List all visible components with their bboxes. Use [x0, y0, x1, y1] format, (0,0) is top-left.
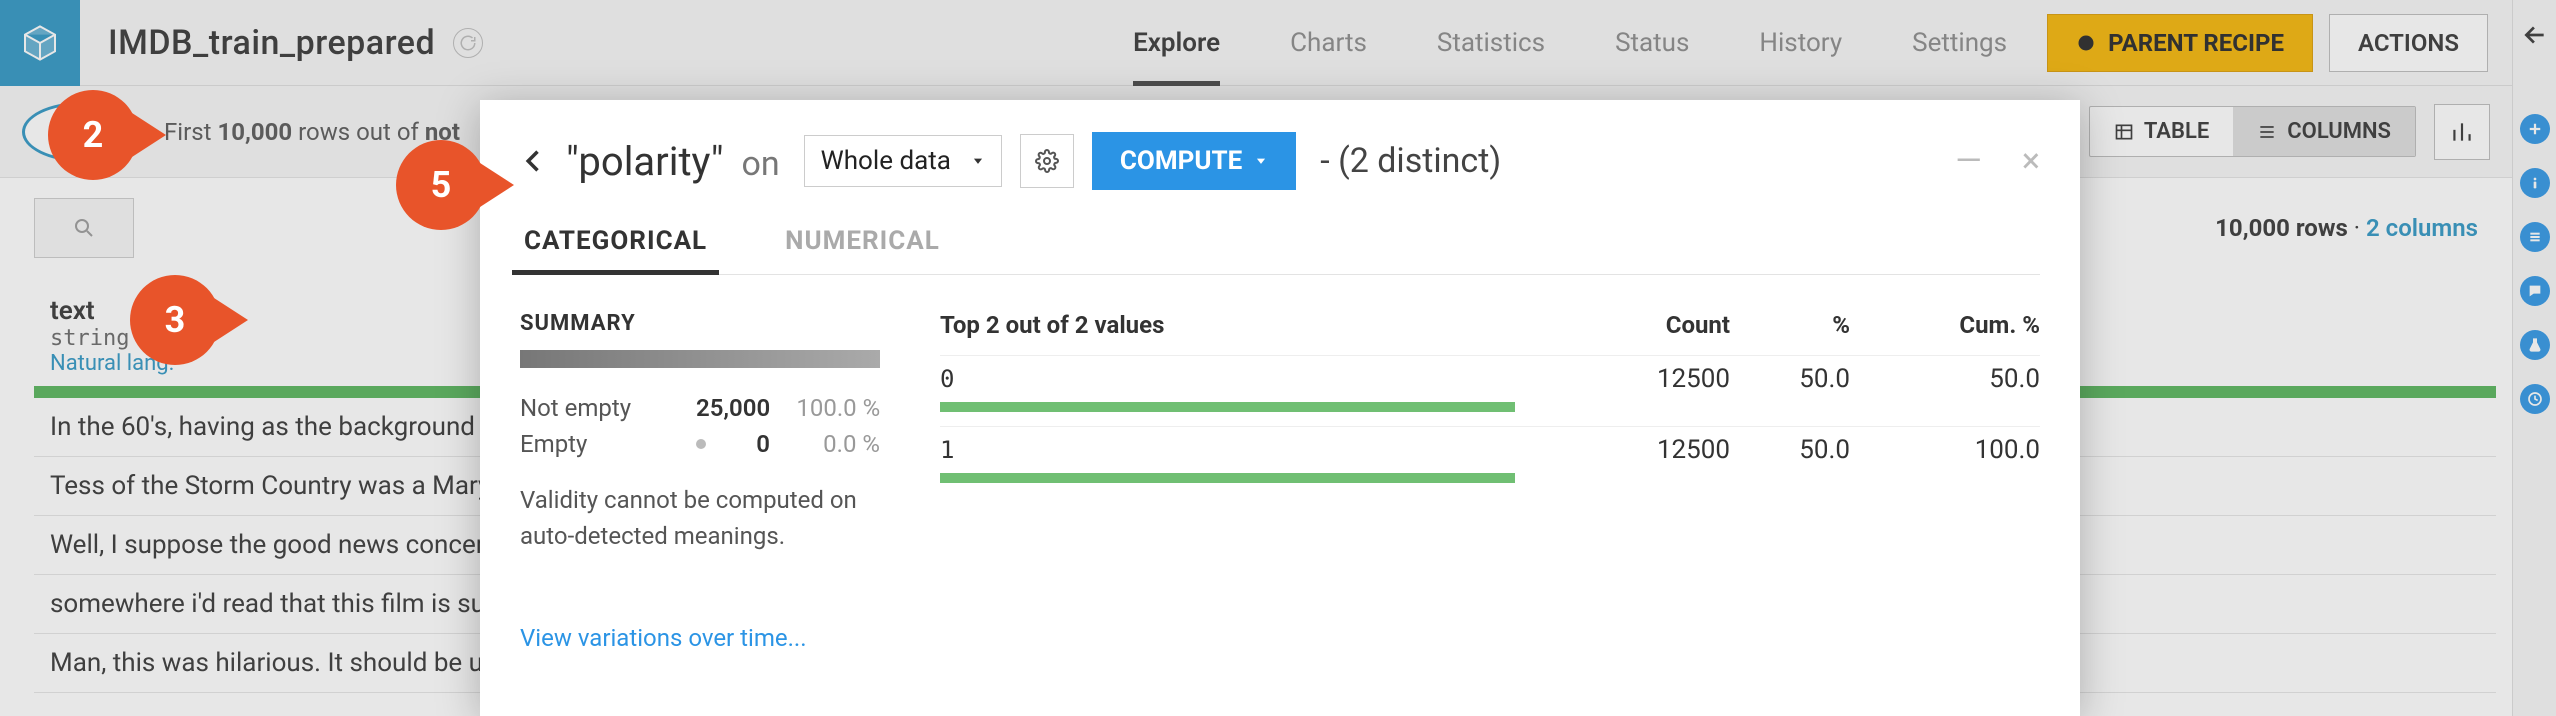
value-pct: 50.0 [1730, 364, 1850, 394]
value-label: 1 [940, 436, 1500, 464]
summary-title: SUMMARY [520, 311, 880, 336]
values-header-count: Count [1500, 311, 1730, 339]
panel-tab-categorical[interactable]: CATEGORICAL [520, 226, 711, 274]
value-label: 0 [940, 365, 1500, 393]
add-icon[interactable] [2520, 114, 2550, 144]
info-icon[interactable] [2520, 168, 2550, 198]
value-bar [940, 402, 1515, 412]
columns-count-link[interactable]: 2 columns [2366, 214, 2478, 242]
panel-tab-numerical[interactable]: NUMERICAL [781, 226, 944, 274]
refresh-icon[interactable] [453, 28, 483, 58]
tab-history[interactable]: History [1759, 0, 1842, 86]
value-count: 12500 [1500, 364, 1730, 394]
summary-empty: Empty 0 0.0 % [520, 426, 880, 462]
summary-fill-bar [520, 350, 880, 368]
distinct-count: - (2 distinct) [1320, 141, 1501, 181]
values-header-pct: % [1730, 311, 1850, 339]
panel-minimize-icon[interactable]: — [1955, 141, 1982, 181]
panel-settings-icon[interactable] [1020, 134, 1074, 188]
summary-note: Validity cannot be computed on auto-dete… [520, 482, 880, 554]
annotation-5: 5 [396, 140, 486, 230]
analyze-panel: "polarity" on Whole data COMPUTE - (2 di… [480, 100, 2080, 716]
annotation-3: 3 [130, 275, 220, 365]
sample-text: First 10,000 rows out of not [164, 118, 460, 146]
dataset-title: IMDB_train_prepared [108, 23, 435, 63]
value-row[interactable]: 0 12500 50.0 50.0 [940, 355, 2040, 426]
annotation-2: 2 [48, 90, 138, 180]
values-header-label: Top 2 out of 2 values [940, 311, 1500, 339]
view-variations-link[interactable]: View variations over time... [520, 624, 807, 652]
panel-title: "polarity" on [566, 138, 780, 185]
scope-select[interactable]: Whole data [804, 135, 1002, 187]
chart-view-button[interactable] [2434, 104, 2490, 160]
value-cum: 100.0 [1850, 435, 2040, 465]
right-rail [2512, 0, 2556, 716]
list-icon[interactable] [2520, 222, 2550, 252]
tab-settings[interactable]: Settings [1912, 0, 2007, 86]
app-logo[interactable] [0, 0, 80, 86]
parent-recipe-button[interactable]: PARENT RECIPE [2047, 14, 2313, 72]
summary-not-empty: Not empty 25,000 100.0 % [520, 390, 880, 426]
value-row[interactable]: 1 12500 50.0 100.0 [940, 426, 2040, 497]
value-pct: 50.0 [1730, 435, 1850, 465]
clock-icon[interactable] [2520, 384, 2550, 414]
panel-close-icon[interactable]: × [2022, 141, 2040, 181]
view-toggle: TABLE COLUMNS [2089, 106, 2416, 157]
lab-icon[interactable] [2520, 330, 2550, 360]
toggle-table[interactable]: TABLE [2090, 107, 2233, 156]
values-section: Top 2 out of 2 values Count % Cum. % 0 1… [940, 311, 2040, 652]
tab-explore[interactable]: Explore [1133, 0, 1220, 86]
compute-button[interactable]: COMPUTE [1092, 132, 1296, 190]
column-search[interactable] [34, 198, 134, 258]
tab-charts[interactable]: Charts [1290, 0, 1367, 86]
header-tabs: Explore Charts Statistics Status History… [1133, 0, 2047, 86]
tab-statistics[interactable]: Statistics [1437, 0, 1545, 86]
summary-section: SUMMARY Not empty 25,000 100.0 % Empty 0… [520, 311, 880, 652]
tab-status[interactable]: Status [1615, 0, 1689, 86]
values-header-cum: Cum. % [1850, 311, 2040, 339]
row-column-count: 10,000 rows · 2 columns [2215, 214, 2478, 242]
toggle-columns[interactable]: COLUMNS [2233, 107, 2415, 156]
app-header: IMDB_train_prepared Explore Charts Stati… [0, 0, 2512, 86]
actions-button[interactable]: ACTIONS [2329, 14, 2488, 72]
value-count: 12500 [1500, 435, 1730, 465]
chat-icon[interactable] [2520, 276, 2550, 306]
back-arrow-icon[interactable] [2520, 20, 2550, 50]
panel-back-icon[interactable] [520, 147, 548, 175]
value-bar [940, 473, 1515, 483]
parent-recipe-label: PARENT RECIPE [2108, 29, 2284, 57]
value-cum: 50.0 [1850, 364, 2040, 394]
